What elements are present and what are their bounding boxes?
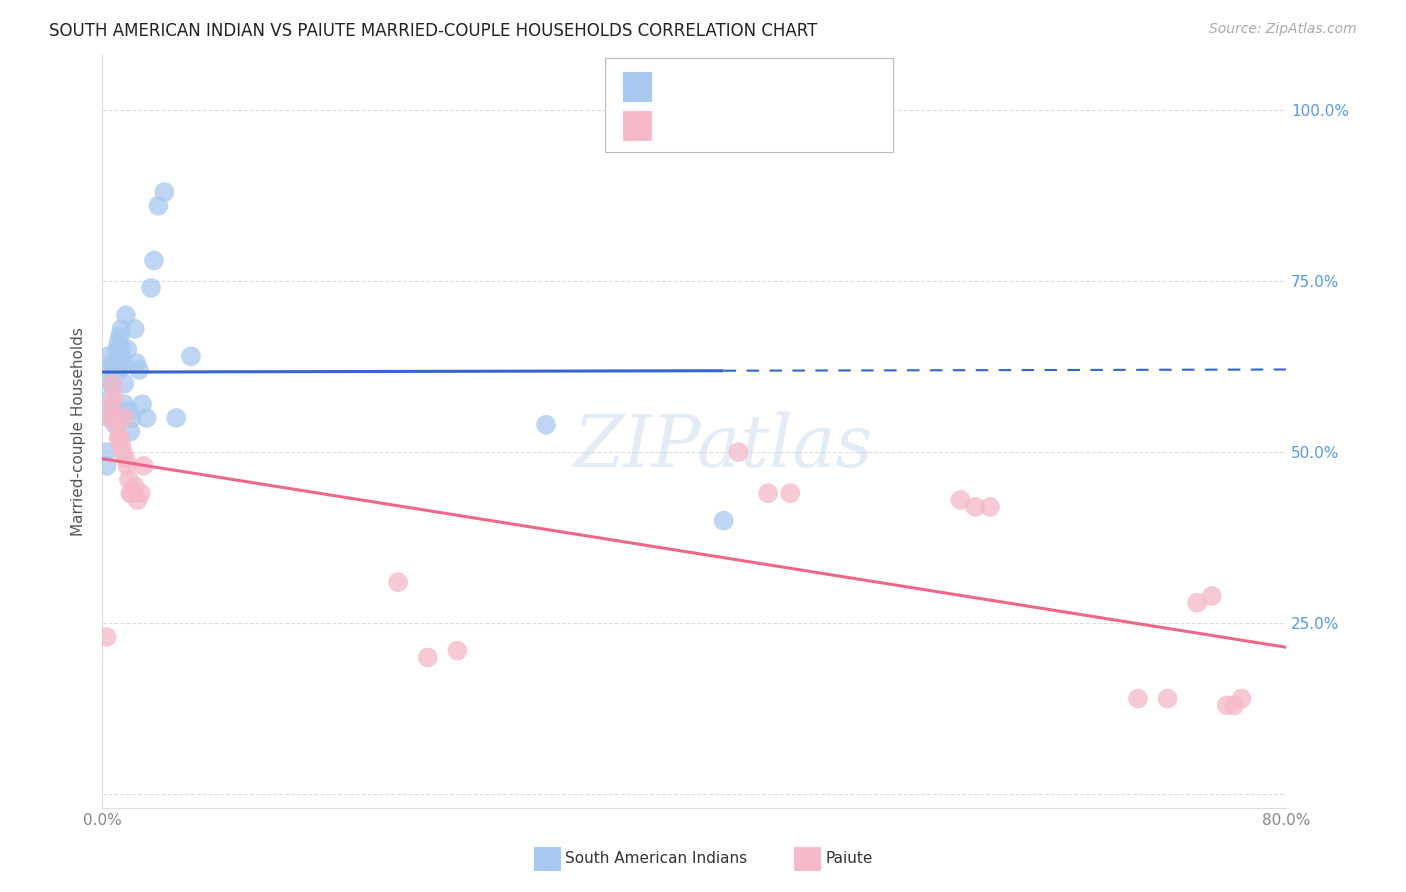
Point	[100, 390, 122, 404]
Text: SOUTH AMERICAN INDIAN VS PAIUTE MARRIED-COUPLE HOUSEHOLDS CORRELATION CHART: SOUTH AMERICAN INDIAN VS PAIUTE MARRIED-…	[49, 22, 817, 40]
Point	[1230, 691, 1253, 706]
Point	[779, 486, 801, 500]
Point	[1156, 691, 1178, 706]
Text: R =: R =	[658, 120, 697, 137]
Point	[117, 458, 139, 473]
Point	[1185, 596, 1208, 610]
Point	[148, 199, 170, 213]
Text: -0.622: -0.622	[693, 120, 758, 137]
Point	[756, 486, 779, 500]
Point	[98, 411, 121, 425]
Text: N =: N =	[747, 120, 799, 137]
Point	[108, 328, 131, 343]
Point	[108, 432, 131, 446]
Point	[115, 452, 138, 467]
Text: Source: ZipAtlas.com: Source: ZipAtlas.com	[1209, 22, 1357, 37]
Point	[103, 397, 125, 411]
Point	[111, 356, 134, 370]
Point	[127, 493, 149, 508]
Point	[112, 411, 135, 425]
Point	[107, 335, 129, 350]
Point	[112, 397, 135, 411]
Point	[117, 343, 139, 357]
Point	[97, 349, 120, 363]
Point	[110, 343, 132, 357]
Point	[153, 185, 176, 199]
Point	[98, 404, 121, 418]
Point	[101, 376, 124, 391]
Point	[180, 349, 202, 363]
Point	[446, 643, 468, 657]
Point	[129, 486, 152, 500]
Point	[103, 390, 125, 404]
Text: ZIPatlas: ZIPatlas	[574, 411, 873, 482]
Point	[979, 500, 1001, 514]
Point	[965, 500, 987, 514]
Point	[118, 473, 141, 487]
Point	[101, 376, 124, 391]
Point	[118, 404, 141, 418]
Point	[112, 376, 135, 391]
Point	[98, 411, 121, 425]
Point	[143, 253, 166, 268]
Point	[120, 425, 142, 439]
Text: Paiute: Paiute	[825, 851, 873, 865]
Point	[110, 322, 132, 336]
Point	[105, 417, 128, 432]
Point	[110, 438, 132, 452]
Text: South American Indians: South American Indians	[565, 851, 748, 865]
Text: 37: 37	[793, 120, 818, 137]
Point	[1216, 698, 1239, 713]
Point	[165, 411, 187, 425]
Point	[124, 479, 146, 493]
Y-axis label: Married-couple Households: Married-couple Households	[72, 327, 86, 536]
Point	[131, 397, 153, 411]
Point	[1126, 691, 1149, 706]
Point	[104, 417, 127, 432]
Point	[121, 411, 143, 425]
Text: 0.004: 0.004	[693, 80, 749, 98]
Point	[107, 432, 129, 446]
Point	[105, 343, 128, 357]
Point	[949, 493, 972, 508]
Point	[96, 458, 118, 473]
Point	[100, 376, 122, 391]
Point	[1223, 698, 1246, 713]
Point	[128, 363, 150, 377]
Point	[534, 417, 557, 432]
Point	[107, 363, 129, 377]
Point	[96, 630, 118, 644]
Text: R =: R =	[658, 80, 697, 98]
Point	[101, 356, 124, 370]
Point	[121, 486, 143, 500]
Point	[416, 650, 439, 665]
Point	[97, 363, 120, 377]
Point	[111, 445, 134, 459]
Text: N =: N =	[747, 80, 799, 98]
Point	[139, 281, 162, 295]
Point	[103, 363, 125, 377]
Point	[100, 397, 122, 411]
Point	[104, 411, 127, 425]
Text: 42: 42	[793, 80, 818, 98]
Point	[1201, 589, 1223, 603]
Point	[124, 322, 146, 336]
Point	[105, 356, 128, 370]
Point	[115, 308, 138, 322]
Point	[713, 514, 735, 528]
Point	[108, 349, 131, 363]
Point	[125, 356, 148, 370]
Point	[135, 411, 157, 425]
Point	[120, 486, 142, 500]
Point	[96, 445, 118, 459]
Point	[132, 458, 155, 473]
Point	[387, 575, 409, 590]
Point	[727, 445, 749, 459]
